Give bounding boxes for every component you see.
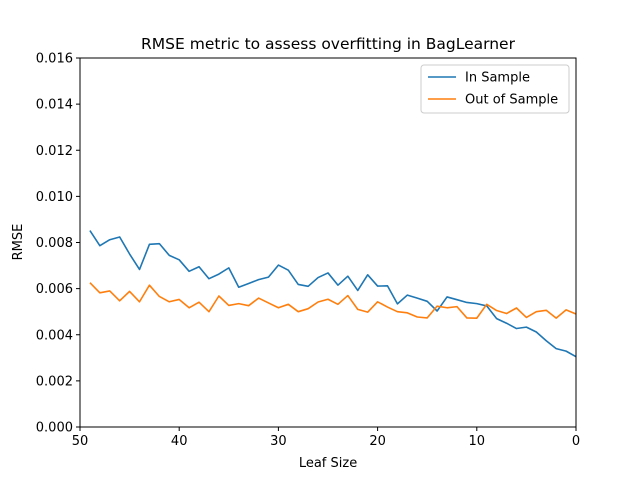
y-tick-label: 0.010 (36, 190, 73, 205)
chart-title: RMSE metric to assess overfitting in Bag… (141, 35, 516, 53)
x-tick-label: 20 (369, 434, 386, 449)
y-axis-label: RMSE (11, 224, 26, 261)
y-tick-label: 0.004 (36, 328, 73, 343)
y-tick-label: 0.014 (36, 98, 73, 113)
x-tick-label: 30 (270, 434, 287, 449)
y-tick-label: 0.002 (36, 374, 73, 389)
x-tick-label: 10 (469, 434, 486, 449)
y-tick-label: 0.016 (36, 52, 73, 67)
y-tick-label: 0.000 (36, 421, 73, 436)
plot-area: 50 40 30 20 10 0 0.000 0.002 0.004 0.006 0.008 0.01… (36, 52, 580, 450)
x-axis-label: Leaf Size (299, 456, 357, 471)
y-tick-label: 0.006 (36, 282, 73, 297)
legend-box (420, 64, 570, 114)
series-line-0 (89, 230, 577, 358)
x-tick-label: 0 (572, 434, 580, 449)
x-tick-label: 50 (72, 434, 89, 449)
y-tick-label: 0.008 (36, 236, 73, 251)
y-tick-label: 0.012 (36, 144, 73, 159)
x-tick-label: 40 (171, 434, 188, 449)
series-line-1 (89, 282, 577, 319)
legend-label-1: Out of Sample (465, 93, 558, 108)
legend-label-0: In Sample (465, 71, 530, 86)
